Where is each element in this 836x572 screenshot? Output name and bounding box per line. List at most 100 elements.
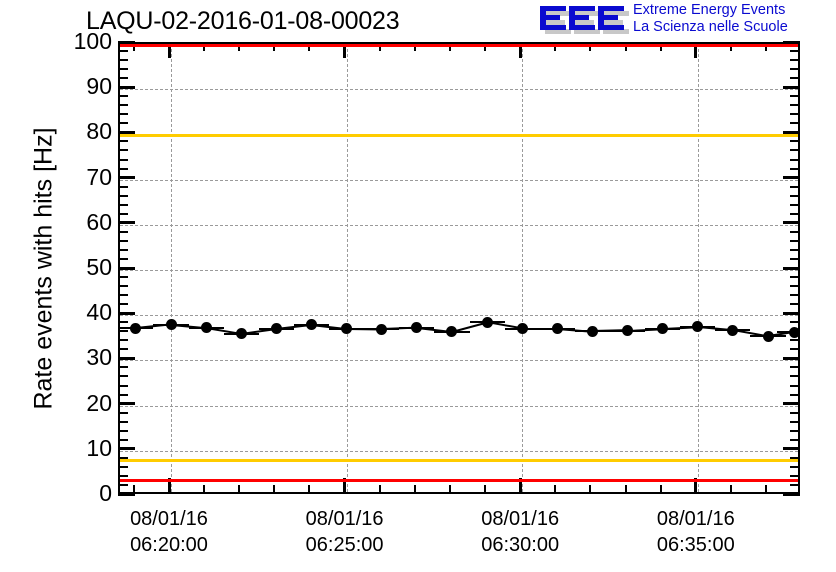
y-axis-tick-label: 70 (86, 163, 112, 190)
y-tick-major (118, 85, 135, 89)
gridline-horizontal (120, 450, 798, 452)
y-tick-minor-right (790, 50, 800, 53)
y-tick-minor-right (790, 59, 800, 62)
y-tick-minor-right (790, 420, 800, 423)
data-point-marker[interactable] (657, 323, 669, 335)
gridline-horizontal (120, 360, 798, 362)
y-tick-minor-right (790, 95, 800, 98)
y-tick-minor (118, 257, 128, 260)
data-point-marker[interactable] (446, 326, 458, 338)
y-tick-major (118, 447, 135, 451)
x-tick-minor (132, 485, 135, 494)
x-tick-time: 06:20:00 (130, 534, 208, 556)
x-tick-time: 06:35:00 (656, 534, 735, 556)
y-tick-minor (118, 474, 128, 477)
y-tick-minor (118, 185, 128, 188)
x-tick-minor (203, 485, 206, 494)
data-point-marker[interactable] (411, 322, 423, 334)
y-tick-minor-right (790, 212, 800, 215)
data-point-marker[interactable] (341, 323, 353, 335)
y-axis-tick-label: 0 (99, 480, 112, 506)
y-tick-major-right (783, 356, 800, 360)
y-tick-minor-right (790, 248, 800, 251)
y-tick-minor (118, 122, 128, 125)
data-point-marker[interactable] (481, 316, 493, 328)
y-axis-tick-label: 100 (73, 28, 112, 54)
y-tick-minor-right (790, 113, 800, 116)
x-tick-major-top (343, 42, 347, 58)
y-axis-tick-label: 90 (86, 73, 112, 100)
eee-logo: Extreme Energy Events La Scienza nelle S… (537, 2, 833, 40)
data-point-marker[interactable] (376, 323, 388, 335)
y-tick-minor (118, 420, 128, 423)
x-tick-minor (554, 485, 557, 494)
x-tick-date: 08/01/16 (656, 508, 735, 530)
y-tick-minor (118, 104, 128, 107)
x-tick-minor (238, 485, 241, 494)
y-tick-major (118, 492, 135, 496)
y-tick-minor-right (790, 158, 800, 161)
y-axis-tick-label: 50 (86, 254, 112, 280)
y-tick-major-right (783, 402, 800, 406)
x-axis-tick-label: 08/01/16 06:35:00 (616, 506, 776, 558)
y-tick-minor (118, 149, 128, 152)
data-point-marker[interactable] (622, 325, 634, 337)
logo-line-1: Extreme Energy Events (633, 2, 786, 18)
x-tick-minor (378, 485, 381, 494)
y-tick-minor (118, 456, 128, 459)
y-tick-minor (118, 203, 128, 206)
x-tick-minor (413, 485, 416, 494)
y-tick-minor-right (790, 411, 800, 414)
y-tick-minor-right (790, 348, 800, 351)
y-tick-major-right (783, 492, 800, 496)
y-tick-minor-right (790, 456, 800, 459)
y-tick-major-right (783, 221, 800, 225)
data-point-marker[interactable] (692, 321, 704, 333)
y-axis-tick-label: 40 (86, 299, 112, 326)
y-tick-minor-right (790, 465, 800, 468)
y-tick-minor-right (790, 285, 800, 288)
x-tick-major-top (167, 42, 171, 58)
y-tick-minor-right (790, 239, 800, 242)
y-tick-minor-right (790, 294, 800, 297)
y-tick-major (118, 176, 135, 180)
y-tick-minor (118, 429, 128, 432)
y-tick-major (118, 130, 135, 134)
y-tick-minor (118, 212, 128, 215)
x-tick-major (343, 478, 347, 494)
y-tick-major (118, 356, 135, 360)
x-tick-major-top (694, 42, 698, 58)
data-point-marker[interactable] (235, 328, 247, 340)
data-point-marker[interactable] (165, 319, 177, 331)
data-point-marker[interactable] (586, 325, 598, 337)
x-tick-major (694, 478, 698, 494)
y-tick-minor (118, 294, 128, 297)
data-point-marker[interactable] (270, 323, 282, 335)
data-point-marker[interactable] (130, 322, 142, 334)
y-tick-minor (118, 77, 128, 80)
y-tick-minor-right (790, 384, 800, 387)
data-point-marker[interactable] (551, 323, 563, 335)
y-tick-minor (118, 113, 128, 116)
y-tick-minor-right (790, 122, 800, 125)
y-tick-minor (118, 167, 128, 170)
data-point-marker[interactable] (305, 319, 317, 331)
y-tick-minor-right (790, 393, 800, 396)
x-axis-tick-label: 08/01/16 06:30:00 (440, 506, 600, 558)
y-tick-major-right (783, 311, 800, 315)
gridline-vertical (697, 44, 699, 492)
lower-yellow-limit (120, 458, 798, 462)
y-axis-tick-label: 10 (86, 434, 112, 461)
lower-red-limit (120, 479, 798, 483)
y-tick-minor-right (790, 339, 800, 342)
y-tick-minor-right (790, 68, 800, 71)
y-tick-minor (118, 384, 128, 387)
data-point-marker[interactable] (762, 330, 774, 342)
data-point-marker[interactable] (788, 326, 798, 338)
data-point-marker[interactable] (727, 324, 739, 336)
x-tick-minor (273, 485, 276, 494)
data-point-marker[interactable] (516, 323, 528, 335)
data-point-marker[interactable] (200, 322, 212, 334)
y-tick-major (118, 311, 135, 315)
y-tick-minor-right (790, 366, 800, 369)
